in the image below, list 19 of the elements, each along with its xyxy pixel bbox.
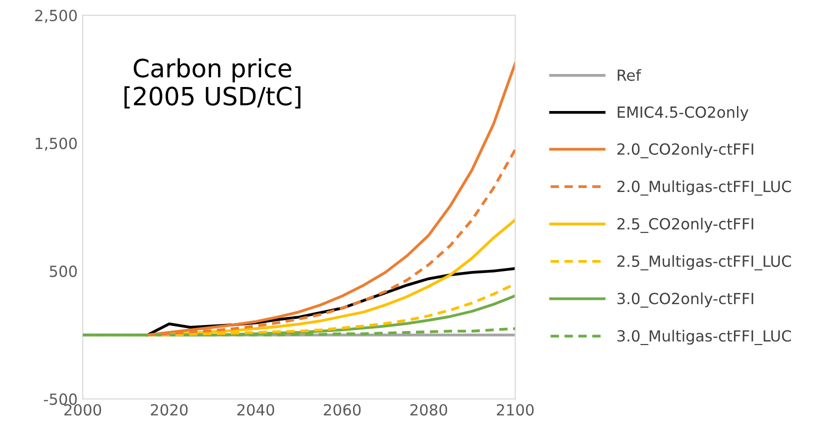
legend-label: 2.5_CO2only-ctFFI — [617, 218, 754, 233]
x-tick-label: 2040 — [237, 404, 274, 416]
y-tick-label: 500 — [50, 266, 77, 278]
legend-label: Ref — [618, 69, 642, 81]
legend-label: EMIC4.5-CO2only — [618, 106, 748, 121]
legend-label: 3.0_Multigas-ctFFI_LUC — [617, 330, 791, 346]
x-tick-label: 2000 — [64, 404, 102, 416]
text: Carbon price [2005 USD/tC] — [124, 58, 300, 109]
legend-label: 2.0_CO2only-ctFFI — [617, 143, 754, 158]
y-tick-label: -500 — [44, 393, 77, 405]
x-tick-label: 2080 — [410, 404, 448, 416]
y-tick-label: 2,500 — [35, 10, 77, 23]
x-tick-label: 2100 — [496, 404, 534, 416]
legend-label: 2.5_Multigas-ctFFI_LUC — [617, 255, 791, 270]
x-tick-label: 2060 — [324, 404, 361, 416]
legend-label: 2.0_Multigas-ctFFI_LUC — [617, 180, 791, 196]
x-tick-label: 2020 — [150, 404, 188, 416]
legend-label: 3.0_CO2only-ctFFI — [617, 292, 754, 308]
y-tick-label: 1,500 — [36, 138, 77, 151]
